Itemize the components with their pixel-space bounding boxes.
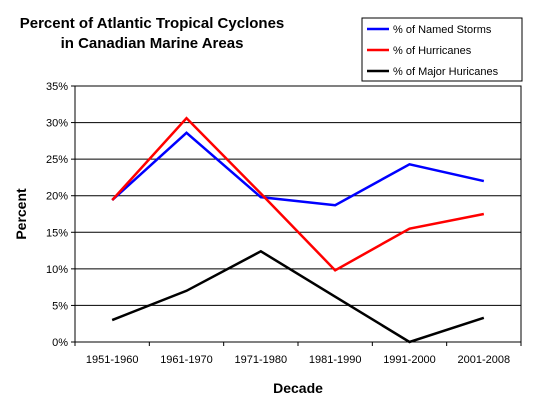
- x-tick-label: 2001-2008: [458, 354, 511, 366]
- y-tick-label: 0%: [52, 337, 68, 349]
- chart-title-line-1: Percent of Atlantic Tropical Cyclones: [20, 15, 285, 32]
- y-tick-label: 35%: [46, 81, 68, 93]
- legend: % of Named Storms % of Hurricanes % of Maj…: [361, 17, 523, 82]
- x-axis-title: Decade: [273, 380, 323, 396]
- gridlines: [75, 122, 521, 306]
- y-tick-label: 30%: [46, 118, 68, 130]
- chart-title-line-2: in Canadian Marine Areas: [61, 35, 244, 52]
- legend-label-2: % of Hurricanes: [393, 45, 472, 57]
- y-tick-label: 15%: [46, 227, 68, 239]
- plot-area: 0% 5% 10% 15% 20% 25% 30% 35% 1951-1960 1961-197…: [46, 81, 522, 366]
- x-tick-label: 1971-1980: [235, 354, 288, 366]
- y-tick-label: 20%: [46, 191, 68, 203]
- x-tick-label: 1981-1990: [309, 354, 362, 366]
- x-tick-label: 1961-1970: [160, 354, 213, 366]
- y-axis-title: Percent: [13, 188, 29, 240]
- plot-frame: [74, 85, 522, 343]
- x-tick-label: 1951-1960: [86, 354, 139, 366]
- series-line-1: [111, 131, 485, 207]
- series-line-2: [111, 116, 485, 272]
- series-lines: [111, 116, 485, 344]
- y-tick-label: 5%: [52, 300, 68, 312]
- y-tick-label: 25%: [46, 154, 68, 166]
- x-tick-label: 1991-2000: [383, 354, 436, 366]
- y-tick-label: 10%: [46, 264, 68, 276]
- legend-label-3: % of Major Huricanes: [393, 66, 499, 78]
- series-line-3: [111, 249, 485, 344]
- legend-label-1: % of Named Storms: [393, 24, 492, 36]
- x-axis-ticks: 1951-1960 1961-1970 1971-1980 1981-1990 1991…: [74, 342, 522, 366]
- y-axis-ticks: 0% 5% 10% 15% 20% 25% 30% 35%: [46, 81, 75, 349]
